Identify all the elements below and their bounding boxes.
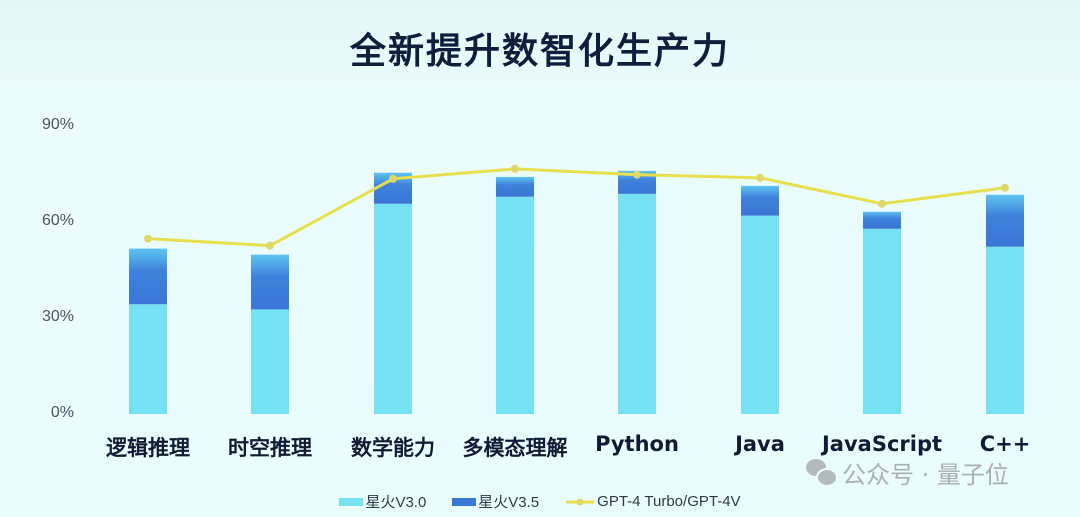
legend-line-marker-icon [566,498,595,505]
line-point [756,173,764,182]
stacked-bar [496,176,534,414]
x-tick-label: 数学能力 [351,436,435,460]
x-tick-label: JavaScript [821,432,943,456]
y-tick-label: 90% [41,116,74,133]
line-point [144,234,152,243]
bar-v35 [741,185,779,216]
bar-v35 [618,170,656,194]
legend-label: GPT-4 Turbo/GPT-4V [597,493,741,510]
legend-label: 星火V3.5 [478,494,540,511]
line-series-gpt4 [144,164,1009,250]
stacked-bar [618,170,656,414]
line-point [389,174,397,183]
wechat-icon [806,458,838,487]
bar-v30 [863,228,901,414]
x-tick-label: 时空推理 [228,436,312,460]
bar-v35 [129,248,167,305]
x-tick-label: C++ [979,432,1031,456]
x-tick-label: 多模态理解 [462,436,568,460]
bar-v30 [129,304,167,414]
y-tick-label: 30% [41,308,74,325]
stacked-bar [251,254,289,414]
bar-v30 [496,196,534,414]
x-tick-label: Python [595,432,679,456]
stacked-bar [374,172,412,414]
bar-v35 [863,211,901,229]
bar-v30 [986,246,1024,414]
bar-v30 [374,203,412,414]
legend-item-v35[interactable]: 星火V3.5 [452,491,539,512]
bar-v35 [251,254,289,310]
line-point [1001,183,1009,192]
legend-swatch-v30 [339,497,364,506]
x-tick-label: 逻辑推理 [106,436,190,460]
y-tick-label: 60% [41,212,74,229]
watermark: 公众号 · 量子位 [806,455,1009,490]
legend-label: 星火V3.0 [365,494,427,511]
legend-item-v30[interactable]: 星火V3.0 [339,491,426,512]
y-tick-label: 0% [50,404,74,421]
line-point [878,199,886,208]
line-point [511,164,519,173]
legend-item-gpt4[interactable]: GPT-4 Turbo/GPT-4V [565,493,741,510]
watermark-text: 公众号 · 量子位 [842,461,1009,489]
bar-series [129,170,1024,414]
line-point [633,170,641,179]
chart-title: 全新提升数智化生产力 [349,31,730,72]
bar-v35 [496,176,534,197]
stacked-bar [741,185,779,414]
stacked-bar [129,248,167,414]
legend: 星火V3.0 星火V3.5 GPT-4 Turbo/GPT-4V [0,491,1080,512]
line-point [266,241,274,250]
bar-v35 [986,194,1024,247]
x-tick-label: Java [735,432,785,456]
bar-v30 [251,309,289,414]
bar-v30 [618,193,656,414]
legend-swatch-v35 [452,497,477,506]
stacked-bar [863,211,901,414]
stacked-bar [986,194,1024,414]
bar-v30 [741,215,779,414]
